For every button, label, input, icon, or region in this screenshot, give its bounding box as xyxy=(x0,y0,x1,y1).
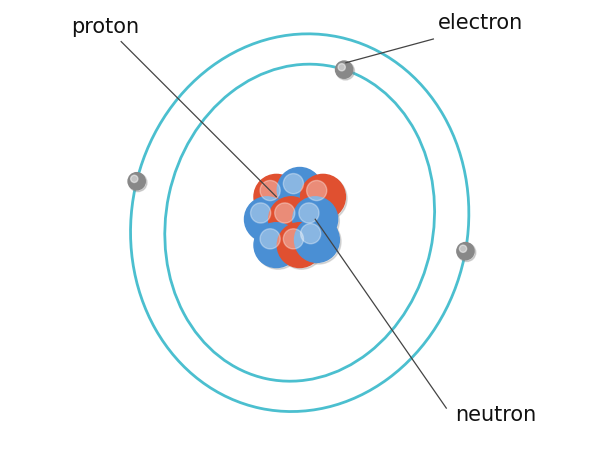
Circle shape xyxy=(260,180,280,201)
Circle shape xyxy=(271,198,315,243)
Circle shape xyxy=(279,224,324,269)
Circle shape xyxy=(260,229,280,249)
Circle shape xyxy=(458,243,476,262)
Circle shape xyxy=(277,223,322,267)
Circle shape xyxy=(246,198,291,243)
Circle shape xyxy=(338,64,345,71)
Circle shape xyxy=(300,174,345,219)
Circle shape xyxy=(296,219,341,264)
Circle shape xyxy=(131,175,138,183)
Circle shape xyxy=(306,180,326,201)
Circle shape xyxy=(250,203,271,223)
Circle shape xyxy=(129,173,147,192)
Circle shape xyxy=(294,217,339,262)
Circle shape xyxy=(294,198,339,243)
Text: proton: proton xyxy=(71,17,139,37)
Circle shape xyxy=(302,176,347,221)
Text: electron: electron xyxy=(438,13,523,33)
Circle shape xyxy=(277,168,322,212)
Circle shape xyxy=(244,197,289,242)
Circle shape xyxy=(254,174,299,219)
Circle shape xyxy=(279,169,324,214)
Circle shape xyxy=(283,173,303,194)
Circle shape xyxy=(128,173,145,190)
Circle shape xyxy=(300,223,321,244)
Circle shape xyxy=(336,61,353,78)
Circle shape xyxy=(460,245,467,252)
Circle shape xyxy=(269,197,314,242)
Circle shape xyxy=(457,242,474,260)
Circle shape xyxy=(275,203,295,223)
Circle shape xyxy=(256,176,300,221)
Circle shape xyxy=(256,224,300,269)
Circle shape xyxy=(293,197,337,242)
Circle shape xyxy=(336,62,354,80)
Text: neutron: neutron xyxy=(455,405,536,425)
Circle shape xyxy=(283,229,303,249)
Circle shape xyxy=(254,223,299,267)
Circle shape xyxy=(299,203,319,223)
